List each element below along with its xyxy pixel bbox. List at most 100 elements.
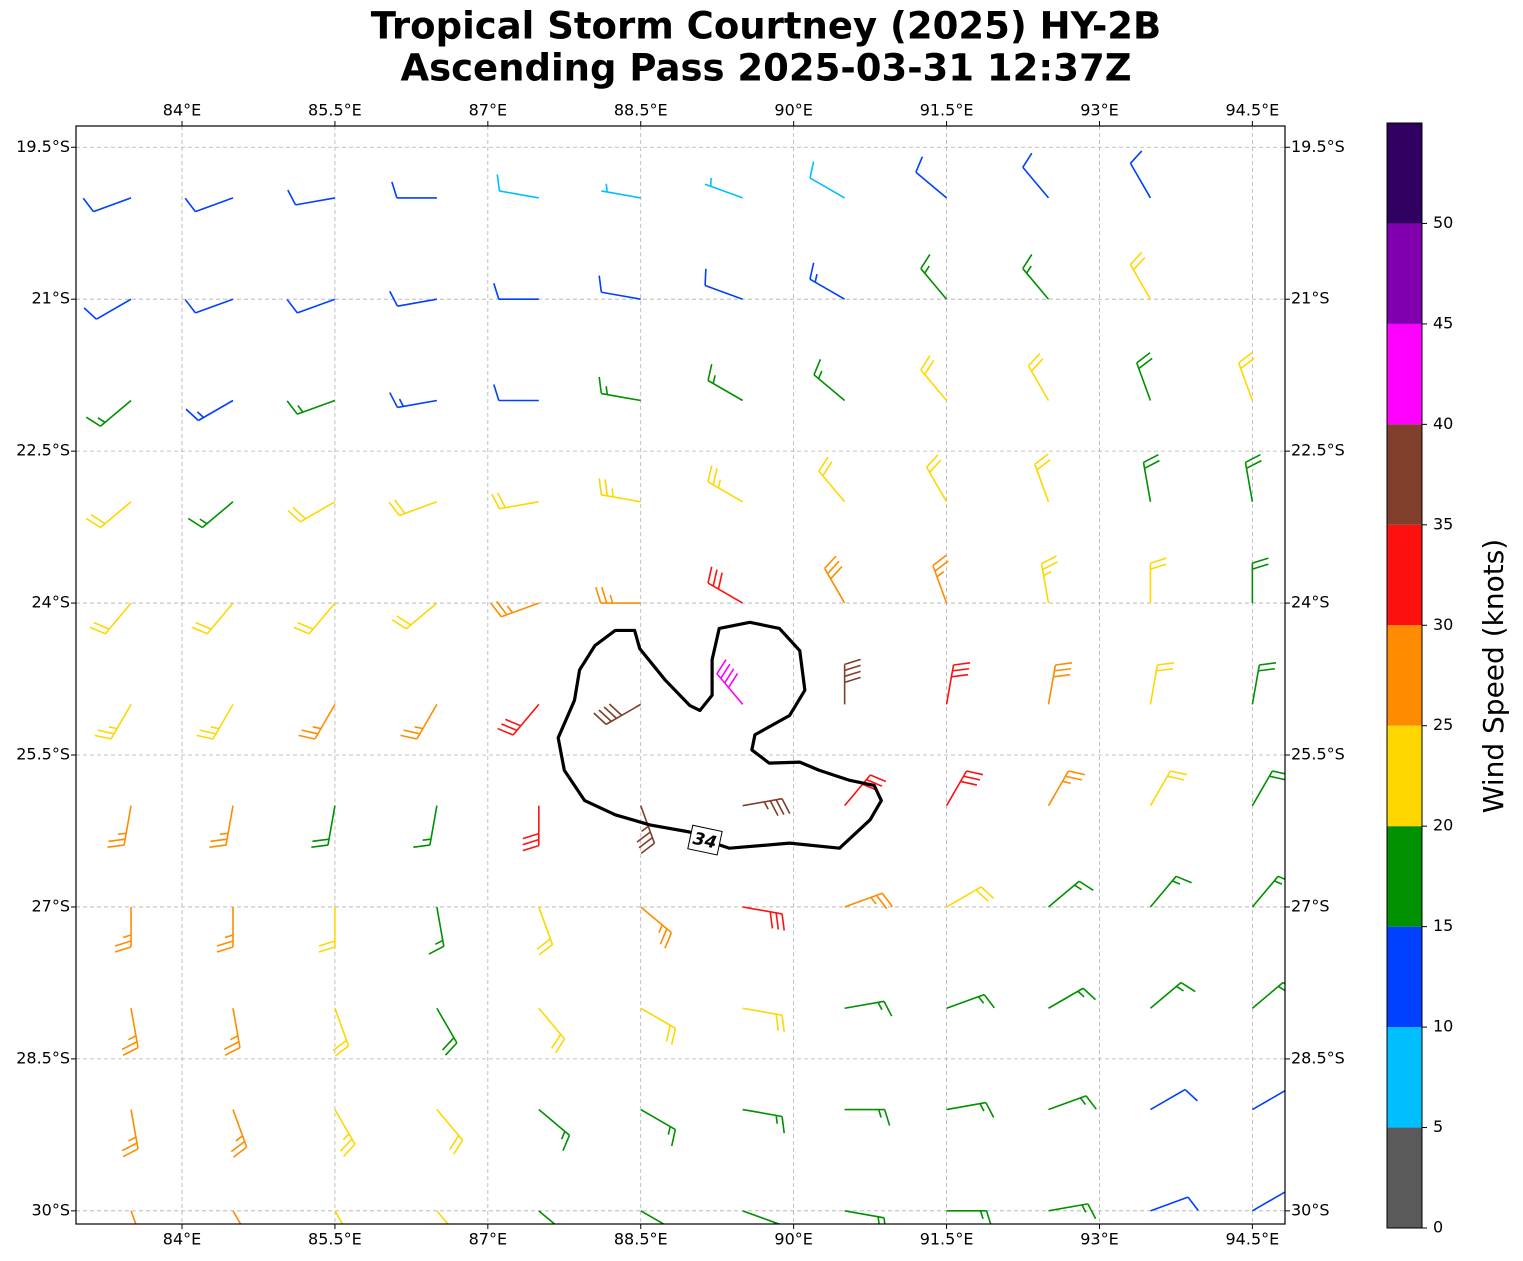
wind-barb	[522, 805, 540, 852]
barb-half	[342, 1133, 350, 1141]
barb-half	[199, 518, 208, 525]
barb-full	[983, 994, 995, 1009]
barb-half	[763, 801, 769, 810]
barb-full	[97, 729, 115, 735]
x-tick-label: 88.5°E	[614, 101, 668, 120]
wind-barb	[209, 805, 234, 848]
barb-staff	[416, 703, 438, 740]
barb-full	[870, 774, 887, 783]
barb-full	[93, 621, 110, 630]
barb-staff	[823, 568, 846, 604]
barb-full	[184, 197, 197, 213]
barb-full	[781, 798, 791, 814]
x-tick-label: 90°E	[774, 1230, 812, 1249]
barb-full	[1240, 357, 1255, 370]
barb-staff	[809, 177, 846, 199]
barb-staff	[195, 298, 234, 314]
wind-barb	[413, 805, 438, 848]
barb-staff	[96, 298, 132, 320]
wind-barb	[184, 298, 234, 314]
barb-staff	[809, 278, 846, 300]
barb-half	[235, 1135, 244, 1142]
colorbar-segment	[1387, 826, 1422, 927]
barb-full	[550, 1033, 562, 1049]
colorbar-tick-label: 20	[1433, 816, 1453, 835]
barb-half	[434, 939, 444, 946]
barb-full	[883, 1000, 893, 1017]
wind-barb	[844, 1108, 891, 1126]
wind-barb	[388, 499, 438, 517]
barb-full	[224, 1046, 241, 1057]
barb-full	[1246, 459, 1262, 470]
barb-full	[191, 626, 208, 635]
barb-staff	[297, 399, 336, 415]
x-tick-label: 85.5°E	[308, 1230, 362, 1249]
colorbar-segment	[1387, 926, 1422, 1028]
barb-full	[121, 1041, 138, 1051]
barb-half	[979, 1210, 984, 1220]
barb-full	[598, 709, 612, 722]
barb-full	[394, 499, 406, 514]
barb-staff	[920, 369, 948, 402]
barb-full	[1258, 667, 1276, 672]
barb-full	[287, 189, 297, 206]
colorbar-label: Wind Speed (knots)	[1477, 539, 1510, 813]
wind-barb	[85, 399, 132, 427]
barb-full	[199, 729, 217, 735]
barb-full	[1170, 770, 1187, 776]
y-tick-label: 19.5°S	[16, 137, 70, 156]
barb-staff	[1027, 365, 1050, 401]
barb-full	[450, 1237, 459, 1251]
barb-full	[844, 670, 861, 678]
barb-full	[844, 664, 861, 672]
barb-full	[114, 946, 132, 953]
barb-staff	[104, 602, 132, 635]
barb-staff	[707, 481, 744, 503]
barb-half	[977, 996, 985, 1004]
wind-barb	[594, 586, 641, 604]
barb-full	[522, 844, 540, 852]
colorbar-tick-label: 45	[1433, 313, 1453, 332]
barb-full	[1259, 662, 1277, 666]
barb-full	[924, 359, 935, 375]
barb-staff	[920, 268, 948, 300]
barb-full	[932, 554, 947, 567]
barb-staff	[925, 466, 948, 503]
barb-half	[1025, 265, 1032, 274]
barb-full	[670, 1028, 677, 1045]
barb-full	[522, 838, 540, 846]
barb-staff	[436, 1109, 464, 1141]
barb-full	[875, 894, 888, 910]
barb-full	[638, 836, 653, 849]
barb-staff	[314, 703, 336, 740]
barb-full	[400, 734, 418, 740]
barb-staff	[1251, 770, 1274, 807]
wind-barb	[640, 1210, 666, 1224]
wind-barb	[538, 1210, 556, 1224]
barb-half	[775, 1115, 779, 1124]
wind-barb	[809, 262, 846, 300]
barb-staff	[1142, 462, 1152, 502]
colorbar-tick-label: 35	[1433, 514, 1453, 533]
barb-full	[413, 844, 431, 848]
barb-half	[210, 726, 220, 730]
barb-full	[441, 1037, 455, 1051]
barb-staff	[704, 284, 743, 300]
wind-barb	[640, 1007, 677, 1045]
barb-half	[297, 404, 304, 413]
wind-barb	[640, 1108, 677, 1147]
wind-barb	[493, 384, 539, 402]
barb-full	[1034, 453, 1049, 465]
barb-full	[1272, 770, 1285, 775]
barb-full	[122, 1148, 139, 1158]
y-tick-label: 27°S	[31, 896, 70, 915]
x-tick-label: 90°E	[774, 101, 812, 120]
wind-barb	[196, 703, 234, 740]
barb-full	[966, 770, 984, 776]
wind-barb	[1047, 662, 1073, 705]
colorbar-segment	[1387, 625, 1422, 726]
wind-barb	[716, 659, 744, 705]
barb-full	[664, 932, 673, 949]
wind-barb	[1047, 770, 1086, 807]
wind-barb	[946, 1210, 992, 1224]
